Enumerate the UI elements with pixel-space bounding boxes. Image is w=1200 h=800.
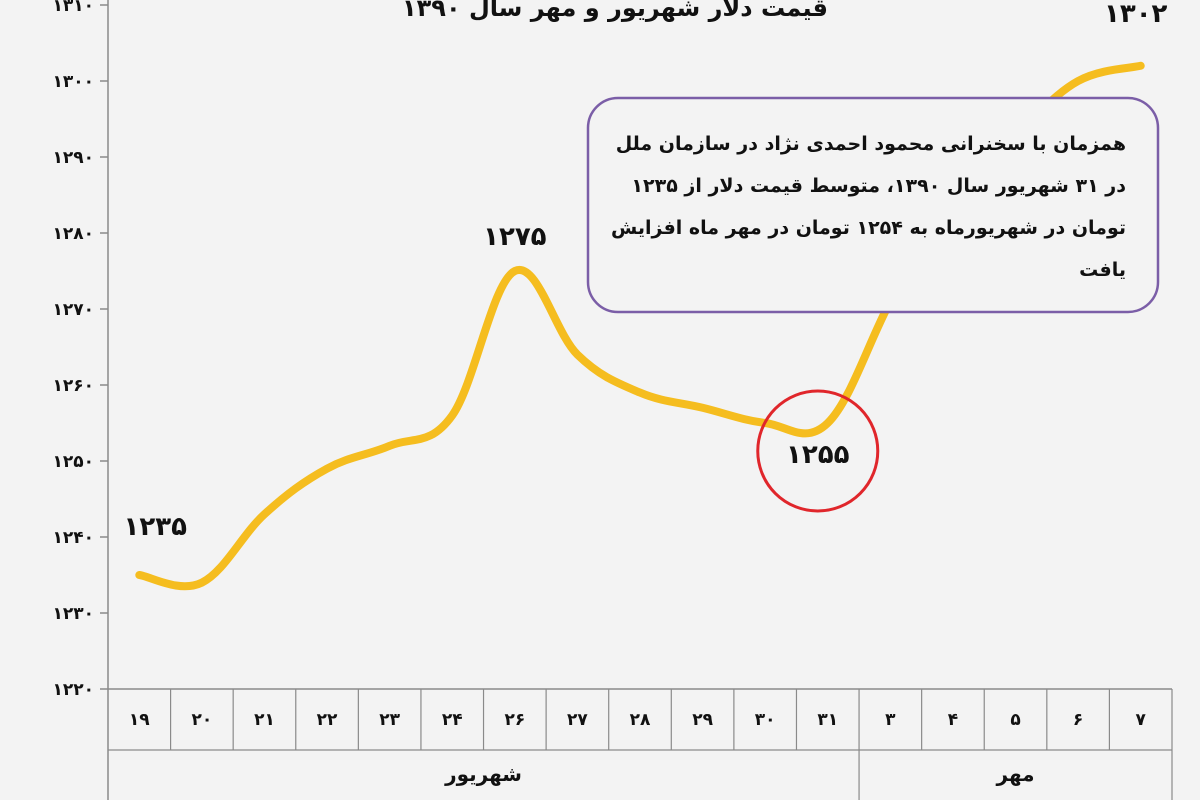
x-tick-label: ۳: [885, 710, 896, 730]
y-tick-label: ۱۲۷۰: [52, 300, 94, 320]
x-group-label: مهر: [996, 762, 1035, 786]
annotation-line: همزمان با سخنرانی محمود احمدی نژاد در سا…: [616, 133, 1126, 155]
y-tick-label: ۱۲۴۰: [52, 528, 94, 548]
chart-title: قیمت دلار شهریور و مهر سال ۱۳۹۰: [402, 0, 828, 22]
data-label: ۱۲۵۵: [786, 440, 850, 470]
annotation-box: همزمان با سخنرانی محمود احمدی نژاد در سا…: [586, 96, 1160, 314]
highlight-circle: [756, 389, 880, 513]
x-tick-label: ۲۳: [379, 710, 400, 730]
x-tick-label: ۲۹: [692, 710, 713, 730]
x-tick-label: ۲۴: [442, 710, 463, 730]
y-axis: ۱۲۲۰ ۱۲۳۰ ۱۲۴۰ ۱۲۵۰ ۱۲۶۰ ۱۲۷۰ ۱۲۸۰ ۱۲۹۰ ۱۳۰۰ ۱۳۱۰: [52, 0, 109, 800]
x-group-label: شهریور: [444, 762, 522, 786]
annotation-line: تومان در شهریورماه به ۱۲۵۴ تومان در مهر …: [611, 217, 1126, 239]
x-tick-label: ۳۱: [817, 710, 838, 730]
x-tick-label: ۷: [1136, 710, 1147, 730]
data-label: ۱۲۷۵: [483, 222, 547, 252]
y-tick-label: ۱۲۹۰: [52, 148, 94, 168]
x-tick-label: ۶: [1073, 710, 1083, 730]
x-tick-label: ۳۰: [755, 710, 776, 730]
x-tick-label: ۲۰: [191, 710, 212, 730]
x-tick-label: ۲۶: [504, 710, 525, 730]
y-tick-label: ۱۳۱۰: [52, 0, 94, 16]
data-label: ۱۳۰۲: [1104, 0, 1168, 29]
x-axis: ۱۹ ۲۰ ۲۱ ۲۲ ۲۳ ۲۴ ۲۶ ۲۷ ۲۸ ۲۹ ۳۰ ۳۱ ۳ ۴ ۵ ۶ ۷ شهریور مهر: [108, 688, 1173, 800]
annotation-border: [586, 96, 1160, 314]
y-tick-label: ۱۲۳۰: [52, 604, 94, 624]
x-tick-label: ۱۹: [129, 710, 150, 730]
data-labels: ۱۲۳۵ ۱۲۷۵ ۱۲۵۵ ۱۳۰۲: [124, 0, 1168, 542]
y-tick-label: ۱۲۲۰: [52, 680, 94, 700]
x-tick-label: ۲۱: [254, 710, 275, 730]
x-tick-label: ۲۷: [567, 710, 588, 730]
annotation-line: در ۳۱ شهریور سال ۱۳۹۰، متوسط قیمت دلار ا…: [631, 175, 1126, 197]
data-label: ۱۲۳۵: [124, 512, 188, 542]
y-tick-label: ۱۲۸۰: [52, 224, 94, 244]
y-tick-label: ۱۲۶۰: [52, 376, 94, 396]
x-tick-label: ۲۲: [317, 710, 338, 730]
x-tick-label: ۲۸: [630, 710, 651, 730]
x-tick-label: ۵: [1010, 710, 1020, 730]
y-tick-label: ۱۳۰۰: [52, 72, 94, 92]
x-tick-label: ۴: [948, 710, 958, 730]
annotation-line: یافت: [1079, 259, 1126, 281]
y-tick-label: ۱۲۵۰: [52, 452, 94, 472]
